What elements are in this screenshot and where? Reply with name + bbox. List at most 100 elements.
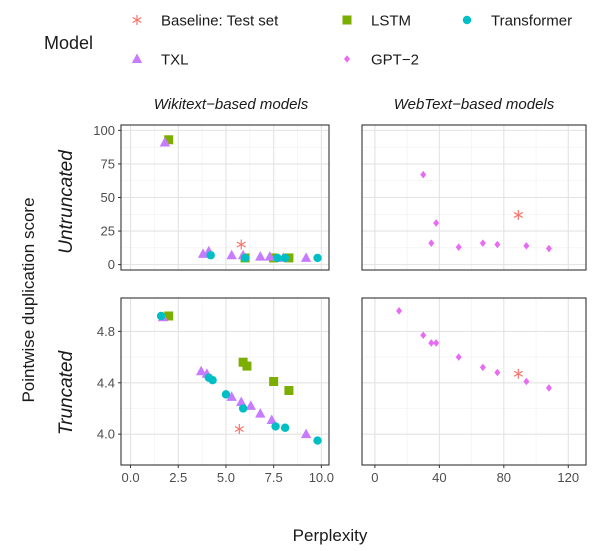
x-tick-label: 10.0 xyxy=(309,470,334,485)
y-tick-label: 25 xyxy=(101,224,115,239)
point-lstm xyxy=(242,361,252,371)
x-tick-label: 40 xyxy=(432,470,446,485)
y-axis-title: Pointwise duplication score xyxy=(19,197,38,402)
legend-key-gpt-2 xyxy=(344,55,350,63)
legend-key-txl xyxy=(131,53,143,63)
point-txl xyxy=(300,428,312,439)
legend-item-transformer: Transformer xyxy=(462,13,572,30)
x-tick-label: 0.0 xyxy=(122,470,140,485)
point-gpt-2 xyxy=(420,331,427,340)
y-tick-label: 75 xyxy=(101,156,115,171)
point-txl xyxy=(226,391,237,401)
point-txl xyxy=(255,408,266,418)
panels: 0 25 50 75 100 4.0 4.4 4.8 0.0 2.5 5.0 7.5 10.0 0 40 80… xyxy=(93,123,587,485)
point-baseline-test-set xyxy=(513,209,523,220)
y-tick-label: 4.4 xyxy=(97,375,115,390)
point-gpt-2 xyxy=(494,240,501,249)
x-tick-label: 120 xyxy=(557,470,579,485)
x-tick-label: 5.0 xyxy=(217,470,235,485)
point-gpt-2 xyxy=(396,307,403,315)
point-txl xyxy=(266,414,277,425)
legend-items: Baseline: Test set LSTM Transformer TXL GPT−… xyxy=(131,13,572,69)
panel-background xyxy=(362,298,586,465)
legend-label-txl: TXL xyxy=(161,52,189,69)
point-gpt-2 xyxy=(479,239,486,247)
point-txl xyxy=(197,248,209,258)
point-gpt-2 xyxy=(455,243,462,251)
point-gpt-2 xyxy=(545,384,552,392)
point-transformer xyxy=(273,253,282,263)
point-txl xyxy=(245,400,256,410)
x-tick-label: 0 xyxy=(371,470,378,485)
point-gpt-2 xyxy=(420,170,427,179)
point-baseline-test-set xyxy=(513,368,523,379)
row-strip-untruncated: Untruncated xyxy=(56,149,77,254)
point-gpt-2 xyxy=(428,339,435,347)
panel-border xyxy=(120,297,330,466)
x-axis-title: Perplexity xyxy=(293,526,368,545)
point-transformer xyxy=(221,390,231,399)
point-transformer xyxy=(313,253,322,263)
point-gpt-2 xyxy=(494,368,501,377)
point-txl xyxy=(195,365,207,376)
point-lstm xyxy=(284,385,294,395)
y-tick-label: 100 xyxy=(93,123,115,138)
point-gpt-2 xyxy=(433,339,440,347)
point-transformer xyxy=(280,253,290,263)
point-gpt-2 xyxy=(545,244,552,253)
y-tick-label: 4.0 xyxy=(97,427,115,442)
x-tick-label: 7.5 xyxy=(265,470,283,485)
point-lstm xyxy=(164,135,174,145)
legend-label-lstm: LSTM xyxy=(371,13,411,30)
legend-key-lstm xyxy=(342,15,352,25)
legend-item-lstm: LSTM xyxy=(342,13,411,30)
point-baseline-test-set xyxy=(234,424,244,435)
point-gpt-2 xyxy=(433,219,440,227)
legend-key-baseline-test-set xyxy=(132,15,142,25)
legend-item-gpt-2: GPT−2 xyxy=(344,52,419,69)
legend-title: Model xyxy=(44,33,93,53)
point-transformer xyxy=(208,376,217,385)
panel-truncated-webtext: 0 40 80 120 xyxy=(361,297,587,485)
point-baseline-test-set xyxy=(236,239,246,250)
point-txl xyxy=(159,136,171,147)
point-txl xyxy=(236,396,247,407)
x-tick-label: 2.5 xyxy=(169,470,187,485)
point-gpt-2 xyxy=(455,353,462,361)
panel-background xyxy=(121,298,329,465)
panel-untruncated-webtext xyxy=(361,124,587,271)
point-lstm xyxy=(164,311,174,321)
legend-item-txl: TXL xyxy=(131,52,189,69)
point-txl xyxy=(300,252,312,262)
y-tick-label: 0 xyxy=(108,257,115,272)
column-strip-wikitext: Wikitext−based models xyxy=(154,96,309,113)
panel-truncated-wikitext: 4.0 4.4 4.8 0.0 2.5 5.0 7.5 10.0 xyxy=(97,297,334,485)
point-transformer xyxy=(313,436,322,445)
point-transformer xyxy=(240,253,250,263)
column-strip-webtext: WebText−based models xyxy=(394,96,555,113)
legend-label-baseline-test-set: Baseline: Test set xyxy=(161,13,279,30)
panel-untruncated-wikitext: 0 25 50 75 100 xyxy=(93,123,330,272)
point-transformer xyxy=(156,311,166,321)
point-gpt-2 xyxy=(523,242,530,250)
point-txl xyxy=(226,249,237,260)
point-transformer xyxy=(206,251,215,260)
panel-border xyxy=(361,297,587,466)
legend-label-transformer: Transformer xyxy=(491,13,572,30)
x-tick-label: 80 xyxy=(497,470,511,485)
point-txl xyxy=(255,251,266,261)
point-lstm xyxy=(269,377,279,386)
row-strip-truncated: Truncated xyxy=(56,350,77,436)
point-txl xyxy=(264,251,276,261)
point-gpt-2 xyxy=(523,377,530,386)
point-transformer xyxy=(238,404,248,413)
y-tick-label: 50 xyxy=(101,190,115,205)
legend: Model Baseline: Test set LSTM Transformer T… xyxy=(44,13,572,69)
point-gpt-2 xyxy=(479,363,486,372)
point-transformer xyxy=(271,422,280,431)
y-tick-label: 4.8 xyxy=(97,324,115,339)
legend-label-gpt-2: GPT−2 xyxy=(371,52,419,69)
legend-item-baseline-test-set: Baseline: Test set xyxy=(132,13,279,30)
point-transformer xyxy=(280,423,290,432)
